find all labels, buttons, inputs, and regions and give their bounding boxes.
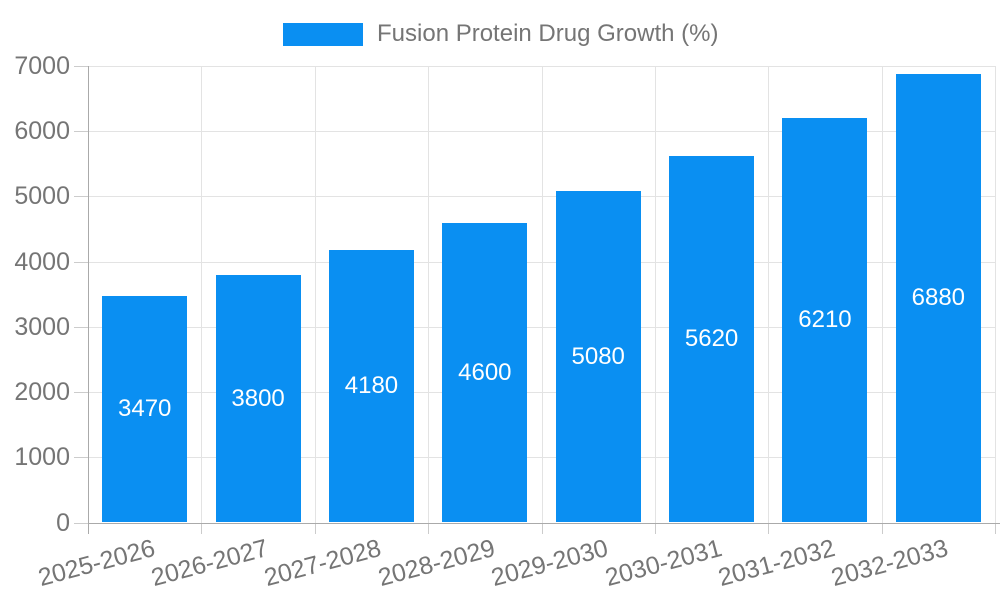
x-gridline [654,66,656,523]
bar-value-label: 3470 [117,395,172,423]
bar-2026-2027[interactable] [215,274,301,523]
legend[interactable]: Fusion Protein Drug Growth (%) [283,22,718,46]
bar-2025-2026[interactable] [102,296,188,523]
y-axis-tick [74,261,88,263]
x-axis-tick [541,522,543,534]
x-axis-tick [201,522,203,534]
y-axis-tick [74,196,88,198]
bar-2032-2033[interactable] [895,73,981,523]
bar-2027-2028[interactable] [328,249,414,523]
x-axis-tick [314,522,316,534]
bar-value-label: 6880 [911,284,966,312]
bar-value-label: 5620 [684,325,739,353]
bar-value-label: 6210 [798,306,852,333]
x-axis-tick [654,522,656,534]
y-axis-label: 1000 [14,443,70,472]
x-axis-label: 2027-2028 [261,533,385,592]
x-axis-line [88,522,1000,524]
y-axis-tick [74,522,88,524]
bar-value-label: 4180 [344,372,399,400]
x-axis-label: 2029-2030 [488,533,612,592]
y-axis-label: 2000 [14,378,70,407]
bar-2030-2031[interactable] [669,155,755,523]
x-axis-tick [768,522,770,534]
x-axis-label: 2026-2027 [148,533,272,592]
bar-value-label: 3800 [231,384,285,412]
x-gridline [541,66,543,523]
x-axis-label: 2031-2032 [715,533,838,592]
bar-value-label: 4600 [458,358,512,386]
x-gridline [314,66,316,523]
x-gridline [428,66,430,523]
x-gridline [881,66,883,523]
y-axis-label: 0 [56,508,70,537]
x-gridline [201,66,203,523]
bar-2031-2032[interactable] [782,117,868,523]
y-axis-tick [74,457,88,459]
x-axis-tick [881,522,883,534]
bar-2028-2029[interactable] [442,222,528,523]
y-axis-label: 5000 [14,182,70,211]
y-axis-label: 3000 [14,312,70,341]
x-axis-label: 2032-2033 [828,533,952,592]
bar-value-label: 5080 [571,342,625,370]
y-axis-tick [74,131,88,133]
x-gridline [995,66,996,523]
y-axis-label: 7000 [14,52,70,80]
x-gridline [768,66,770,523]
y-axis-tick [74,66,88,67]
x-axis-label: 2030-2031 [601,533,725,592]
legend-label[interactable]: Fusion Protein Drug Growth (%) [377,20,719,47]
y-axis-label: 6000 [14,117,70,146]
bar-2029-2030[interactable] [555,191,641,523]
y-axis-label: 4000 [14,247,70,276]
x-axis-label: 2025-2026 [34,533,158,592]
y-axis-tick [74,392,88,394]
x-axis-label: 2028-2029 [375,533,498,592]
legend-swatch[interactable] [283,22,363,46]
x-axis-tick [428,522,430,534]
y-axis-tick [74,326,88,328]
y-axis-line [88,66,89,534]
x-axis-tick [995,522,996,534]
